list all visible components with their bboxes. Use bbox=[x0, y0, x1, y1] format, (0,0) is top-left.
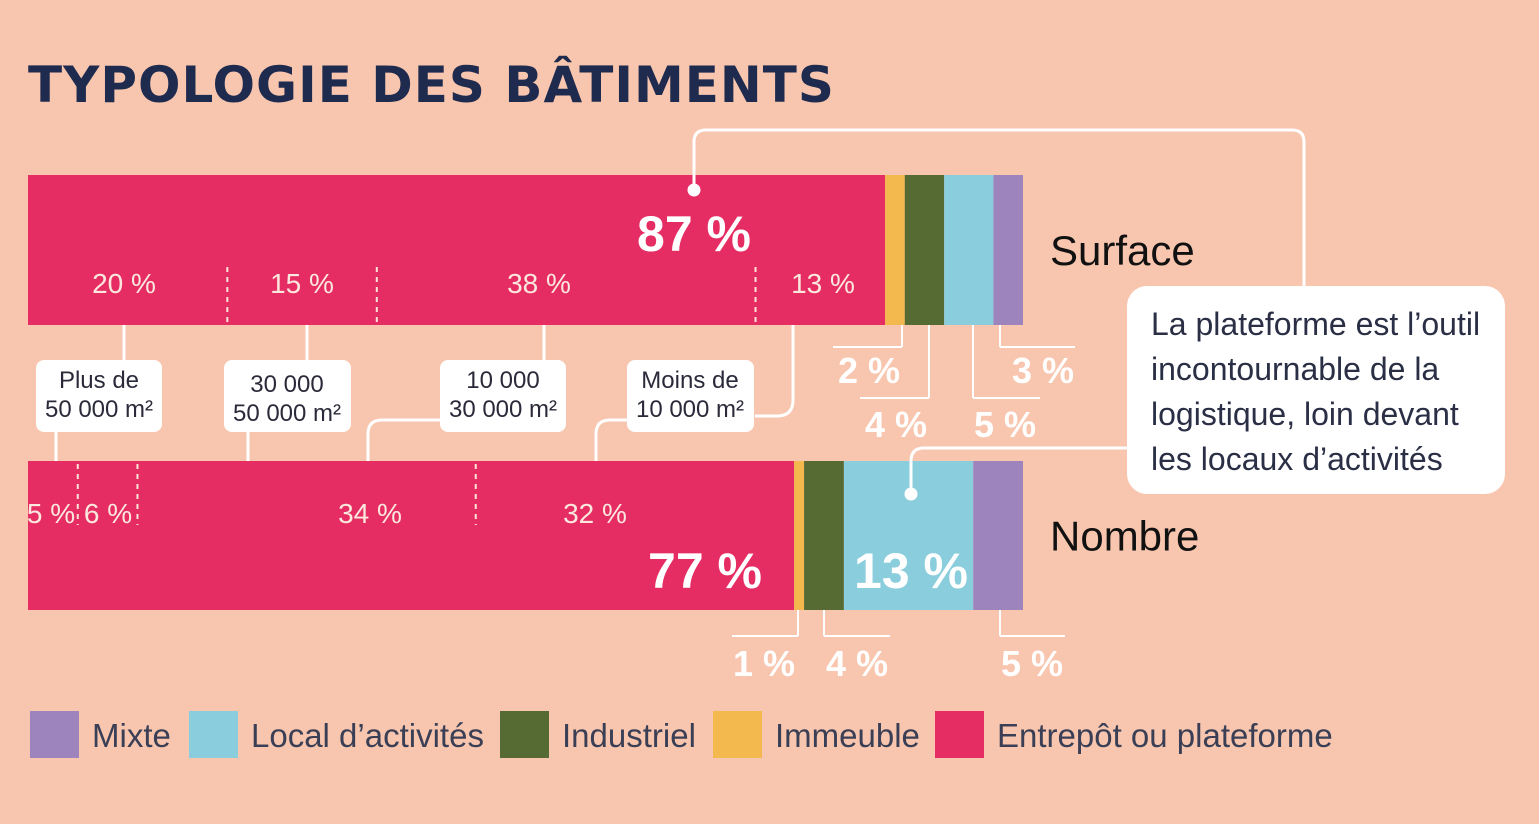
callout-line-1: La plateforme est l’outil bbox=[1151, 306, 1480, 342]
callout-line-3: logistique, loin devant bbox=[1151, 396, 1459, 432]
chart-title: TYPOLOGIE DES BÂTIMENTS bbox=[28, 55, 835, 114]
bar-surface-4 bbox=[944, 175, 994, 325]
bar-surface-5 bbox=[993, 175, 1023, 325]
legend-swatch-3 bbox=[500, 711, 549, 758]
size-class-box-line-2-1: 30 000 bbox=[250, 371, 323, 398]
connector-size-7 bbox=[366, 418, 440, 476]
callout-dot-nombre bbox=[904, 487, 918, 501]
leader-surface-series-3 bbox=[860, 325, 930, 399]
bars bbox=[28, 175, 1023, 610]
callout-line-4: les locaux d’activités bbox=[1151, 441, 1443, 477]
row-label-nombre: Nombre bbox=[1050, 513, 1199, 560]
label-nombre-series-5: 5 % bbox=[1001, 643, 1063, 684]
bar-surface-2 bbox=[885, 175, 905, 325]
callout-box bbox=[1127, 286, 1505, 494]
bar-labels: Surface Nombre 20 % 15 % 38 % 13 % 5 % 6 % 34 % 3… bbox=[27, 206, 1200, 684]
label-surface-series-3: 4 % bbox=[865, 404, 927, 445]
connector-size-8 bbox=[594, 418, 627, 476]
legend-label-5: Entrepôt ou plateforme bbox=[997, 717, 1333, 754]
row-label-surface: Surface bbox=[1050, 227, 1195, 274]
size-label-surface-2: 15 % bbox=[270, 268, 334, 299]
legend-label-1: Mixte bbox=[92, 717, 171, 754]
label-nombre-series-2: 1 % bbox=[733, 643, 795, 684]
leader-nombre-series-3 bbox=[823, 610, 890, 637]
label-nombre-series-1: 77 % bbox=[648, 543, 762, 599]
size-label-surface-1: 20 % bbox=[92, 268, 156, 299]
size-label-nombre-1: 5 % bbox=[27, 498, 75, 529]
legend-swatch-1 bbox=[30, 711, 79, 758]
size-class-box-line-4-2: 10 000 m² bbox=[636, 396, 744, 423]
callout-line-2: incontournable de la bbox=[1151, 351, 1439, 387]
legend-label-3: Industriel bbox=[562, 717, 696, 754]
size-class-box-line-3-2: 30 000 m² bbox=[449, 396, 557, 423]
leader-nombre-series-5 bbox=[999, 610, 1065, 637]
size-label-surface-4: 13 % bbox=[791, 268, 855, 299]
label-nombre-series-3: 4 % bbox=[826, 643, 888, 684]
bar-nombre-2 bbox=[794, 461, 805, 610]
size-class-box-2 bbox=[224, 360, 351, 432]
bar-nombre-4 bbox=[843, 461, 974, 610]
callout-dot-surface bbox=[687, 183, 701, 197]
label-surface-series-1: 87 % bbox=[637, 206, 751, 262]
legend-swatch-5 bbox=[935, 711, 984, 758]
size-class-box-line-1-2: 50 000 m² bbox=[45, 396, 153, 423]
bar-nombre-3 bbox=[804, 461, 844, 610]
bar-nombre-1 bbox=[28, 461, 795, 610]
size-label-surface-3: 38 % bbox=[507, 268, 571, 299]
connector-size-4 bbox=[755, 310, 795, 418]
bar-nombre-5 bbox=[973, 461, 1023, 610]
bar-surface-3 bbox=[904, 175, 945, 325]
legend-swatch-4 bbox=[713, 711, 762, 758]
legend: Mixte Local d’activités Industriel Immeuble… bbox=[30, 711, 1333, 758]
size-class-box-4 bbox=[627, 360, 754, 432]
leader-nombre-series-2 bbox=[732, 610, 799, 637]
size-class-box-line-4-1: Moins de bbox=[641, 367, 738, 394]
legend-label-4: Immeuble bbox=[775, 717, 920, 754]
size-class-box-line-2-2: 50 000 m² bbox=[233, 400, 341, 427]
leader-surface-series-2 bbox=[833, 325, 903, 348]
size-class-box-3 bbox=[440, 360, 566, 432]
legend-swatch-2 bbox=[189, 711, 238, 758]
legend-label-2: Local d’activités bbox=[251, 717, 484, 754]
leader-surface-series-4 bbox=[972, 325, 1040, 399]
size-label-nombre-3: 34 % bbox=[338, 498, 402, 529]
label-surface-series-5: 3 % bbox=[1012, 350, 1074, 391]
callout: La plateforme est l’outil incontournable … bbox=[687, 128, 1505, 501]
size-class-box-line-1-1: Plus de bbox=[59, 367, 139, 394]
bar-surface-1 bbox=[28, 175, 886, 325]
size-class-box-1 bbox=[36, 360, 162, 432]
label-surface-series-4: 5 % bbox=[974, 404, 1036, 445]
size-label-nombre-4: 32 % bbox=[563, 498, 627, 529]
callout-connector-top bbox=[692, 128, 1306, 286]
label-surface-series-2: 2 % bbox=[838, 350, 900, 391]
callout-connector-bottom bbox=[909, 446, 1127, 494]
size-label-nombre-2: 6 % bbox=[84, 498, 132, 529]
size-class-box-line-3-1: 10 000 bbox=[466, 367, 539, 394]
leader-surface-series-5 bbox=[999, 325, 1075, 348]
label-nombre-series-4: 13 % bbox=[854, 543, 968, 599]
